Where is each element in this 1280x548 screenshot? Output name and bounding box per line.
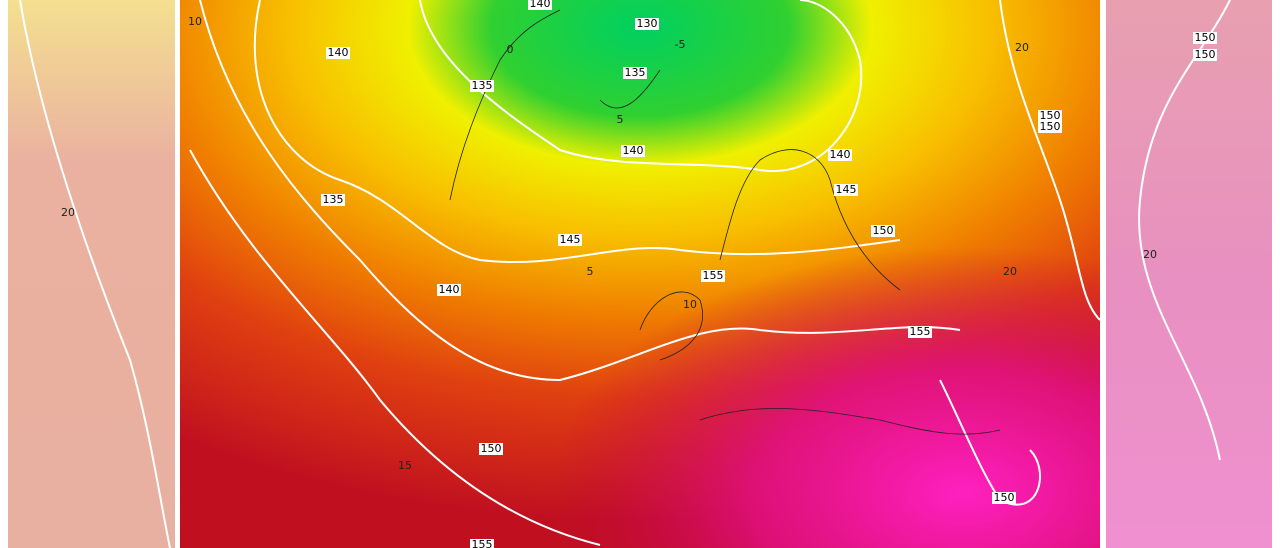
contour-label: 150	[1195, 31, 1216, 44]
label-box	[992, 492, 1016, 504]
label-box	[635, 18, 659, 30]
label-box	[326, 47, 350, 59]
contour-label: 140	[439, 283, 460, 296]
isohypses	[19, 0, 1231, 548]
contour-label: 145	[836, 183, 857, 196]
contour-label: 140	[530, 0, 551, 10]
contour-label: 140	[623, 144, 644, 157]
isotherm-label: 5	[587, 265, 594, 278]
label-box	[828, 149, 852, 161]
isotherm-label: -5	[675, 38, 686, 51]
label-box	[528, 0, 552, 10]
contour-label: 155	[703, 269, 724, 282]
label-box	[1038, 110, 1062, 122]
contour-label: 150	[994, 491, 1015, 504]
contour-label: 150	[1040, 109, 1061, 122]
contour-label: 155	[910, 325, 931, 338]
right-panel	[1106, 0, 1272, 548]
isotherm-label: 20	[61, 206, 75, 219]
contour-label: 135	[323, 193, 344, 206]
heat-overlay	[180, 0, 1100, 548]
contour-label: 140	[830, 148, 851, 161]
label-box	[1038, 121, 1062, 133]
coastlines	[449, 9, 1001, 435]
contour-label: 145	[560, 233, 581, 246]
isotherm-label: 20	[1143, 248, 1157, 261]
contour-label: 135	[472, 79, 493, 92]
label-box	[1193, 32, 1217, 44]
label-box	[1193, 49, 1217, 61]
label-box	[479, 443, 503, 455]
isotherm-label: 15	[398, 459, 412, 472]
contour-label: 150	[1195, 48, 1216, 61]
label-box	[321, 194, 345, 206]
isotherm-label: 5	[617, 113, 624, 126]
contour-label: 135	[625, 66, 646, 79]
contour-label: 150	[481, 442, 502, 455]
label-box	[470, 539, 494, 548]
label-box	[558, 234, 582, 246]
contour-label: 150	[873, 224, 894, 237]
left-panel	[8, 0, 175, 548]
contour-label: 155	[472, 538, 493, 548]
label-box	[621, 145, 645, 157]
label-box	[701, 270, 725, 282]
isotherm-label: 20	[1015, 41, 1029, 54]
contour-label: 140	[328, 46, 349, 59]
isotherm-label: 20	[1003, 265, 1017, 278]
isotherm-label: 0	[507, 43, 514, 56]
isotherm-label: 10	[188, 15, 202, 28]
label-box	[871, 225, 895, 237]
label-box	[908, 326, 932, 338]
label-box	[834, 184, 858, 196]
label-box	[623, 67, 647, 79]
label-box	[437, 284, 461, 296]
label-box	[470, 80, 494, 92]
contour-label: 150	[1040, 120, 1061, 133]
contour-label: 130	[637, 17, 658, 30]
isotherm-label: 10	[683, 298, 697, 311]
